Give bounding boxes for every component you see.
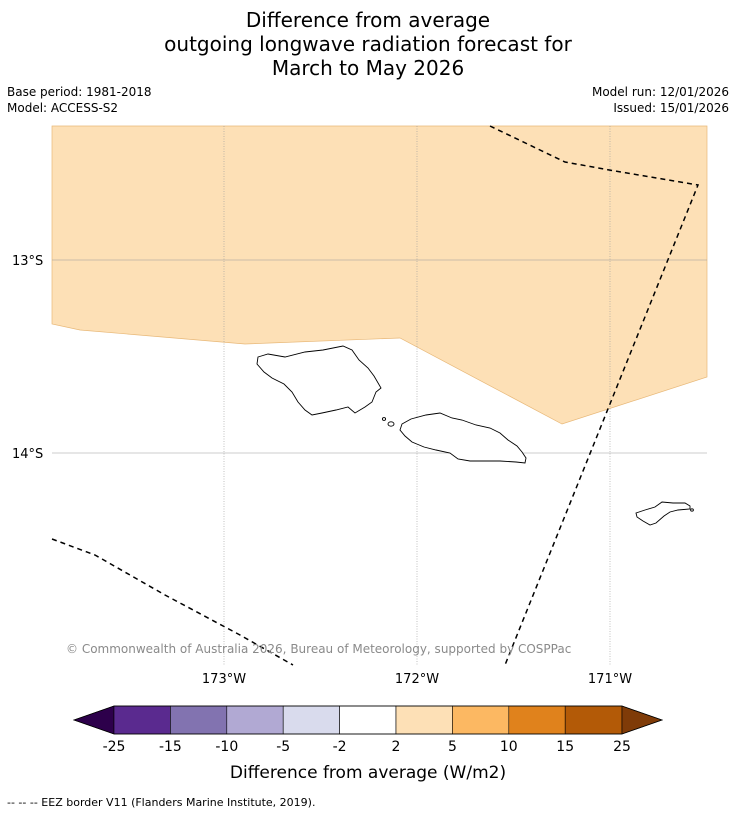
colorbar-tick: -2 [333, 739, 347, 755]
colorbar-segment-8 [508, 705, 566, 735]
colorbar-segment-9 [564, 705, 623, 735]
colorbar-tick: 10 [500, 739, 518, 755]
gridlines [52, 126, 707, 665]
map-title: Difference from average outgoing longwav… [0, 8, 736, 80]
colorbar-tick: 15 [556, 739, 574, 755]
eez-borders [51, 125, 700, 666]
base-period: Base period: 1981-2018 [7, 85, 152, 99]
lat-label-14s: 14°S [12, 447, 43, 462]
colorbar-segment-7 [452, 705, 510, 735]
lon-label-171w: 171°W [588, 672, 632, 687]
colorbar [72, 705, 664, 735]
island-tutuila [635, 501, 691, 526]
issued-date: Issued: 15/01/2026 [613, 101, 729, 115]
colorbar-segment-10 [621, 705, 663, 735]
anomaly-region-2-to-5 [51, 125, 708, 425]
colorbar-tick: 5 [448, 739, 457, 755]
colorbar-segment-1 [113, 705, 171, 735]
lon-label-172w: 172°W [395, 672, 439, 687]
title-line-1: Difference from average [245, 8, 491, 32]
colorbar-label: Difference from average (W/m2) [229, 763, 507, 783]
map-figure: 13°S 14°S 173°W 172°W 171°W © Commonweal… [12, 125, 708, 755]
island-aunuu [690, 508, 694, 512]
colorbar-outline [72, 705, 664, 735]
land [256, 345, 694, 526]
model-run: Model run: 12/01/2026 [591, 85, 729, 99]
colorbar-ticks: -25 -15 -10 -5 -2 2 5 10 15 25 [103, 739, 631, 755]
colorbar-segment-6 [395, 705, 453, 735]
colorbar-segment-2 [170, 705, 228, 735]
colorbar-tick: 25 [613, 739, 631, 755]
colorbar-segment-0 [73, 705, 115, 735]
colorbar-tick: -10 [215, 739, 238, 755]
island-upolu [399, 412, 527, 464]
colorbar-tick: 2 [392, 739, 401, 755]
island-apolima [381, 417, 387, 421]
colorbar-tick: -25 [103, 739, 126, 755]
colorbar-segment-3 [226, 705, 284, 735]
meta-left: Base period: 1981-2018 Model: ACCESS-S2 [7, 84, 152, 116]
model-name: Model: ACCESS-S2 [7, 101, 119, 115]
colorbar-tick: -15 [159, 739, 182, 755]
title-line-3: March to May 2026 [271, 56, 465, 80]
island-manono [387, 421, 395, 427]
colorbar-tick: -5 [276, 739, 290, 755]
colorbar-segment-5 [339, 705, 397, 735]
meta-right: Model run: 12/01/2026 Issued: 15/01/2026 [592, 84, 729, 116]
title-line-2: outgoing longwave radiation forecast for [164, 32, 572, 56]
colorbar-segment-4 [282, 705, 340, 735]
island-savaii [256, 345, 382, 416]
eez-footnote: -- -- -- EEZ border V11 (Flanders Marine… [7, 796, 316, 809]
eez-border-american-samoa [489, 125, 700, 666]
lat-label-13s: 13°S [12, 254, 43, 269]
lon-label-173w: 173°W [202, 672, 246, 687]
eez-border-south [51, 538, 294, 666]
copyright-text: © Commonwealth of Australia 2026, Bureau… [66, 642, 571, 656]
